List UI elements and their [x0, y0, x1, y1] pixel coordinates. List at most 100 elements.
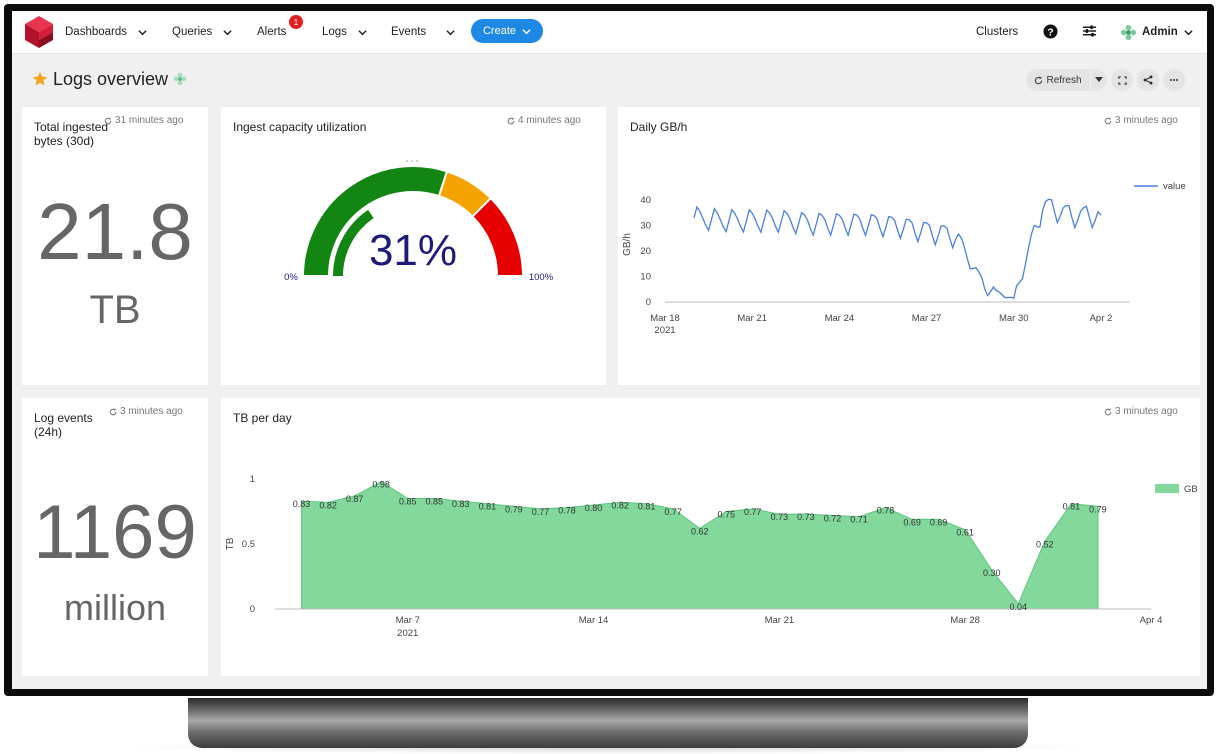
- x-tick-label: Mar 14: [579, 615, 609, 626]
- nav-logs[interactable]: Logs: [322, 11, 367, 53]
- data-label: 0.78: [558, 506, 576, 516]
- user-avatar-icon: [1120, 24, 1137, 40]
- chevron-down-icon: [1184, 29, 1193, 35]
- settings-sliders-icon[interactable]: [1080, 22, 1098, 40]
- data-label: 0.52: [1036, 539, 1054, 549]
- data-label: 0.87: [346, 494, 364, 504]
- panel-title: TB per day: [233, 411, 292, 425]
- legend-label: value: [1163, 181, 1186, 192]
- data-label: 0.30: [983, 568, 1001, 578]
- share-icon: [1143, 75, 1153, 85]
- alerts-count-badge: 1: [289, 15, 303, 29]
- data-label: 0.83: [452, 499, 470, 509]
- panel-timestamp-text: 3 minutes ago: [1115, 406, 1178, 417]
- create-button[interactable]: Create: [471, 19, 543, 43]
- create-button-label: Create: [482, 25, 517, 37]
- page-header: Logs overview: [32, 67, 187, 91]
- gauge-band-2: [470, 196, 525, 277]
- y-tick-label: 0: [646, 297, 651, 308]
- data-label: 0.75: [718, 510, 736, 520]
- panel-total-ingested-bytes: Total ingested bytes (30d) 31 minutes ag…: [22, 107, 208, 385]
- gauge-value-label: 31%: [369, 226, 457, 275]
- y-tick-label: 0: [250, 604, 255, 615]
- x-tick-label: Mar 18: [650, 313, 680, 324]
- panel-title: Daily GB/h: [630, 120, 688, 134]
- x-tick-label: Mar 21: [737, 313, 767, 324]
- nav-events[interactable]: Events: [391, 11, 455, 53]
- gauge-inner-track: [333, 196, 493, 276]
- x-tick-label: Mar 24: [825, 313, 855, 324]
- data-label: 0.82: [611, 500, 629, 510]
- data-label: 0.71: [850, 515, 868, 525]
- legend-label: GB: [1184, 484, 1198, 495]
- data-label: 0.78: [877, 506, 895, 516]
- series-line-value: [693, 198, 1102, 300]
- gauge-chart: 31% 0% 100%: [284, 160, 554, 283]
- user-menu[interactable]: Admin: [1120, 11, 1193, 53]
- nav-alerts[interactable]: Alerts: [257, 11, 286, 53]
- data-label: 0.79: [1089, 504, 1107, 514]
- help-icon[interactable]: ?: [1041, 22, 1059, 40]
- data-label: 0.73: [797, 512, 815, 522]
- fullscreen-icon: [1117, 75, 1127, 85]
- panel-timestamp-text: 3 minutes ago: [120, 406, 183, 417]
- nav-logs-label: Logs: [322, 26, 347, 38]
- data-label: 0.73: [771, 512, 789, 522]
- caret-down-icon: [1095, 77, 1103, 82]
- y-tick-label: 40: [640, 195, 651, 206]
- nav-clusters[interactable]: Clusters: [976, 11, 1018, 53]
- data-label: 0.80: [585, 503, 603, 513]
- panel-ingest-capacity: Ingest capacity utilization 4 minutes ag…: [221, 107, 606, 385]
- nav-dashboards-label: Dashboards: [65, 26, 128, 38]
- log-events-value: 1169: [33, 490, 197, 575]
- nav-queries[interactable]: Queries: [172, 11, 232, 53]
- data-label: 0.04: [1010, 602, 1028, 612]
- y-axis-label: GB/h: [622, 233, 633, 256]
- chevron-down-icon: [522, 28, 531, 34]
- panel-timestamp: 3 minutes ago: [109, 406, 183, 417]
- data-label: 0.77: [744, 507, 762, 517]
- data-label: 0.81: [638, 502, 656, 512]
- x-tick-label: Apr 4: [1140, 615, 1163, 626]
- share-button[interactable]: [1137, 69, 1159, 91]
- panel-timestamp: 3 minutes ago: [1104, 115, 1178, 126]
- screen: Dashboards Queries Alerts 1 Logs Events …: [12, 11, 1207, 689]
- panel-timestamp: 31 minutes ago: [104, 115, 183, 126]
- nav-alerts-label: Alerts: [257, 26, 287, 38]
- panel-timestamp-text: 3 minutes ago: [1115, 115, 1178, 126]
- data-label: 0.72: [824, 513, 842, 523]
- refresh-dropdown-button[interactable]: [1091, 69, 1107, 91]
- x-tick-label: Mar 21: [765, 615, 795, 626]
- refresh-icon: [507, 116, 515, 124]
- data-label: 0.69: [930, 517, 948, 527]
- star-icon[interactable]: [32, 71, 48, 87]
- data-label: 0.81: [1063, 502, 1081, 512]
- panel-tb-per-day: TB per day 3 minutes ago 0.83 0.82 0.87 0.9…: [221, 398, 1200, 676]
- cluster-icon: [173, 72, 187, 86]
- app-logo-icon[interactable]: [24, 15, 54, 49]
- total-bytes-value: 21.8: [37, 187, 193, 276]
- nav-dashboards[interactable]: Dashboards: [65, 11, 147, 53]
- data-label: 0.69: [903, 517, 921, 527]
- nav-clusters-label: Clusters: [976, 26, 1019, 38]
- panel-log-events: Log events (24h) 3 minutes ago 1169 mill…: [22, 398, 208, 676]
- refresh-button[interactable]: Refresh: [1026, 69, 1090, 91]
- tb-per-day-chart: 0.83 0.82 0.87 0.98 0.85 0.85 0.83 0.81 0.79 0.77…: [225, 474, 1198, 639]
- panel-timestamp-text: 31 minutes ago: [115, 115, 184, 126]
- log-events-unit: million: [63, 587, 167, 628]
- gauge-needle-dot: [411, 160, 413, 162]
- more-options-button[interactable]: [1163, 69, 1185, 91]
- data-label: 0.62: [691, 526, 709, 536]
- gauge-needle-dot: [416, 160, 418, 162]
- nav-events-label: Events: [391, 26, 427, 38]
- x-tick-label: Mar 7: [396, 615, 420, 626]
- refresh-icon: [104, 116, 112, 124]
- x-year-label: 2021: [397, 628, 418, 639]
- data-label: 0.61: [956, 528, 974, 538]
- gauge-needle-dot: [406, 160, 408, 162]
- refresh-label: Refresh: [1046, 74, 1082, 86]
- x-year-label: 2021: [654, 325, 675, 336]
- fullscreen-button[interactable]: [1111, 69, 1133, 91]
- chevron-down-icon: [358, 29, 367, 35]
- x-tick-label: Mar 28: [950, 615, 980, 626]
